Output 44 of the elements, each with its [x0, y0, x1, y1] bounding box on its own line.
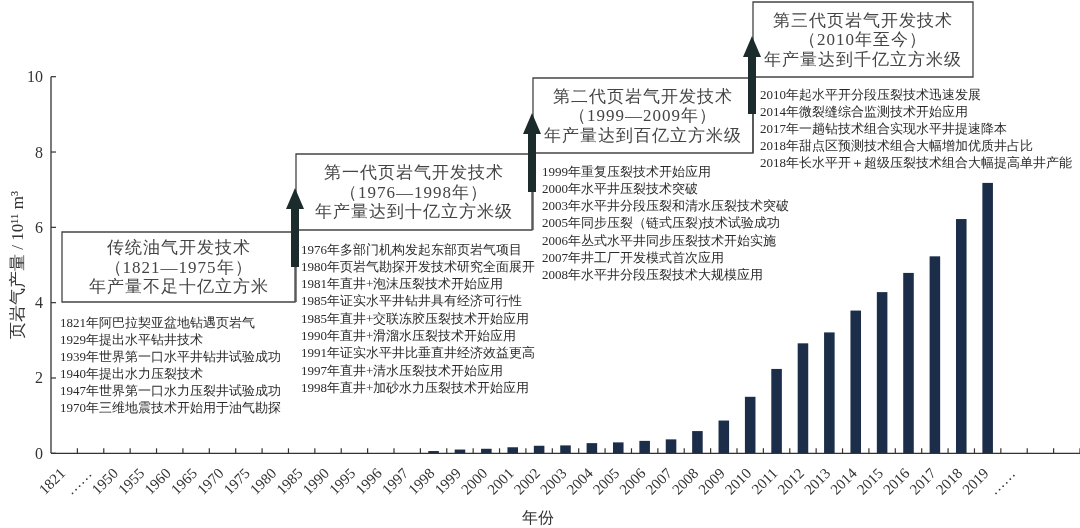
x-tick-label: 1821	[35, 465, 69, 498]
text: 第三代页岩气开发技术	[773, 10, 953, 30]
y-tick-label: 0	[35, 444, 43, 462]
y-tick-label: 8	[35, 143, 43, 161]
bar	[428, 451, 439, 454]
bar	[771, 368, 782, 454]
bar	[929, 256, 941, 454]
annotation: 1821年阿巴拉契亚盆地钻遇页岩气 1929年提出水平钻井技术 1939年世界第一口水平井钻井试验成功 1940年提出水力压裂技术 1947年世界第一口水力压裂井试验成功 1970年三维地震技术开始用于油气勘探	[60, 314, 281, 415]
bar	[612, 442, 624, 454]
bar	[718, 420, 730, 454]
bar	[665, 439, 677, 454]
bar	[955, 219, 967, 454]
bar	[639, 440, 650, 454]
bar	[586, 443, 598, 454]
y-tick-label: 2	[35, 369, 43, 387]
bar	[850, 310, 862, 454]
x-axis-title: 年份	[522, 508, 554, 526]
annotation: 年产量达到百亿立方米级	[544, 125, 742, 145]
y-tick-label: 6	[35, 218, 43, 236]
text: 年产量达到千亿立方米级	[764, 49, 962, 69]
annotation: 2010年起水平开分段压裂技术迅速发展 2014年微裂缝综合监测技术开始应用 2017年一趟钻技术组合实现水平井提速降本 2018年甜点区预测技术组合大幅增加优质井占比 2018年长水平开＋超级压裂技术组合大幅提高单井产能	[760, 86, 1072, 170]
annotation: 年产量不足十亿立方米	[88, 277, 269, 296]
bar	[507, 447, 519, 454]
bar	[903, 272, 914, 454]
bar	[982, 182, 993, 454]
text: 1976年多部门机构发起东部页岩气项目 1980年页岩气勘探开发技术研究全面展开 1981年直井+泡沫压裂技术开始应用 1985年证实水平井钻井具有经济可行性 1985年直井+交联冻胶压裂技术开始应用 1990年直井+滑溜水压裂技术开始应用 1991年证实水平井比垂直井经济效益更高 1997年直井+清水压裂技术开始应用 1998年直井+加砂水力压裂技术开始应用	[301, 241, 535, 395]
annotation: 第二代页岩气开发技术	[553, 86, 733, 106]
y-axis-title: 页岩气产量 / 10¹¹ m³	[7, 191, 27, 339]
text: （2010年至今）	[799, 30, 927, 49]
annotation: 传统油气开发技术	[106, 238, 251, 257]
y-tick-label: 4	[35, 294, 43, 312]
bar	[876, 292, 888, 454]
bar	[797, 343, 809, 454]
annotation: 第一代页岩气开发技术	[324, 163, 504, 182]
bar	[692, 431, 703, 454]
annotation: （1976—1998年）	[340, 182, 488, 202]
bar	[560, 445, 571, 454]
annotation: （1999—2009年）	[569, 106, 717, 125]
annotation: （1821—1975年）	[104, 257, 253, 277]
y-tick-label: 10	[27, 68, 43, 86]
bar	[824, 332, 835, 454]
bar	[481, 448, 492, 454]
bar	[744, 396, 756, 454]
annotation: 年产量达到十亿立方米级	[315, 202, 513, 221]
